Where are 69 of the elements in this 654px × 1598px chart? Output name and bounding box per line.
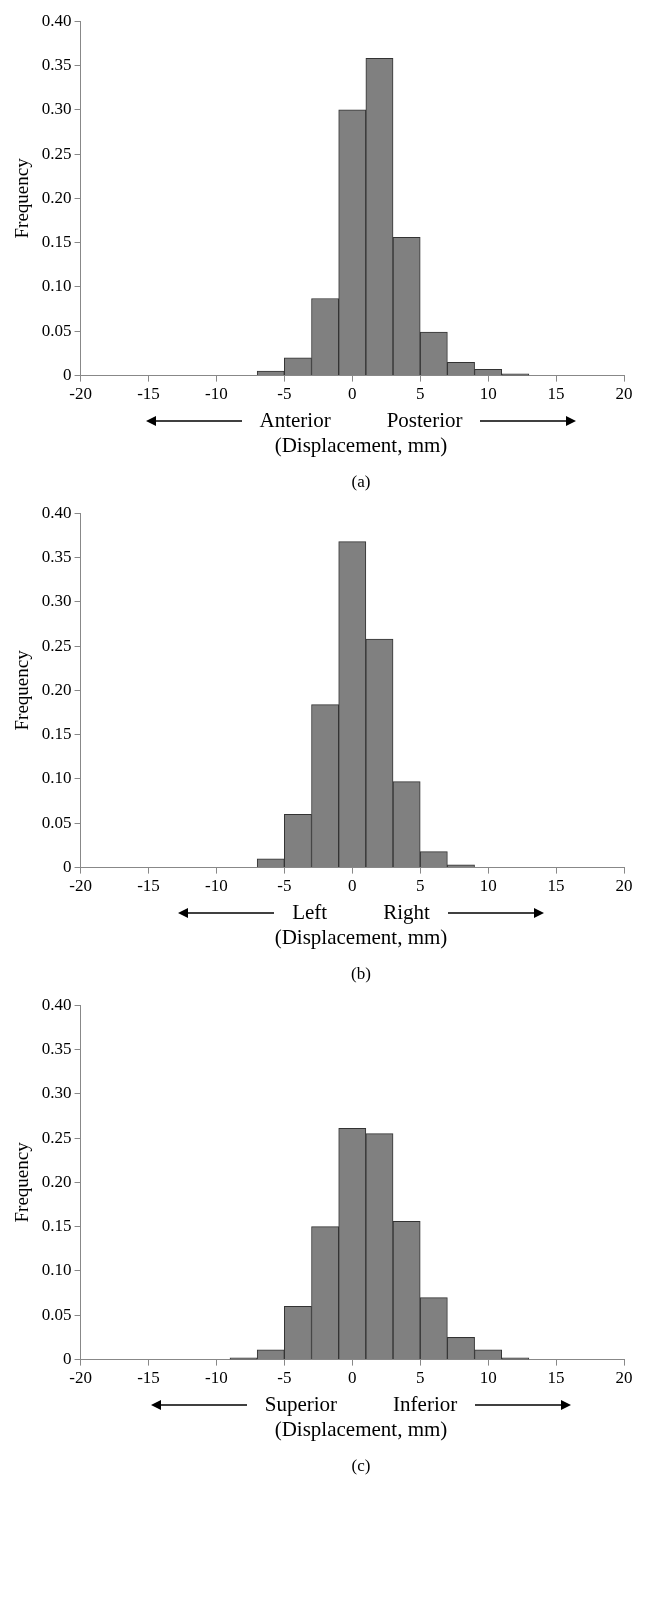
x-tick-label: -10 xyxy=(205,384,228,404)
y-axis-title: Frequency xyxy=(11,1141,33,1223)
text: Right xyxy=(383,900,430,925)
y-tick-label: 0.35 xyxy=(41,1038,72,1058)
y-tick-label: 0.15 xyxy=(41,1216,72,1236)
x-tick-label: 5 xyxy=(415,876,425,896)
x-tick-label: -5 xyxy=(277,384,292,404)
x-tick-label: -15 xyxy=(137,1368,160,1388)
x-tick-label: 5 xyxy=(415,1368,425,1388)
x-tick-label: -15 xyxy=(137,876,160,896)
y-tick-label: 0.05 xyxy=(41,1304,72,1324)
text: (a) xyxy=(350,472,372,492)
y-tick-label: 0.20 xyxy=(41,679,72,699)
y-tick-label: 0.20 xyxy=(41,187,72,207)
x-axis-title: (Displacement, mm) xyxy=(273,925,449,950)
x-tick-label: -20 xyxy=(69,876,92,896)
x-tick-label: -20 xyxy=(69,384,92,404)
x-tick-label: -15 xyxy=(137,384,160,404)
x-tick-label: 15 xyxy=(547,384,565,404)
text: Superior xyxy=(264,1392,338,1417)
y-tick-label: 0 xyxy=(63,365,72,385)
x-tick-label: 10 xyxy=(479,384,497,404)
y-tick-label: 0.40 xyxy=(41,502,72,522)
x-tick-label: -5 xyxy=(277,1368,292,1388)
x-axis-title: (Displacement, mm) xyxy=(273,433,449,458)
y-tick-label: 0.25 xyxy=(41,1127,72,1147)
x-tick-label: 20 xyxy=(615,876,633,896)
y-tick-label: 0.05 xyxy=(41,320,72,340)
x-tick-label: -20 xyxy=(69,1368,92,1388)
y-tick-label: 0.30 xyxy=(41,1083,72,1103)
y-tick-label: 0.40 xyxy=(41,994,72,1014)
x-tick-label: 20 xyxy=(615,384,633,404)
x-tick-label: 15 xyxy=(547,1368,565,1388)
x-tick-label: -10 xyxy=(205,1368,228,1388)
y-tick-label: 0.15 xyxy=(41,232,72,252)
x-tick-label: 10 xyxy=(479,876,497,896)
text: Posterior xyxy=(386,408,463,433)
y-axis-title: Frequency xyxy=(11,157,33,239)
x-tick-label: 15 xyxy=(547,876,565,896)
y-tick-label: 0 xyxy=(63,1349,72,1369)
y-tick-label: 0 xyxy=(63,857,72,877)
x-tick-label: 10 xyxy=(479,1368,497,1388)
y-tick-label: 0.20 xyxy=(41,1171,72,1191)
text: Inferior xyxy=(393,1392,458,1417)
y-tick-label: 0.35 xyxy=(41,546,72,566)
y-tick-label: 0.30 xyxy=(41,591,72,611)
y-tick-label: 0.10 xyxy=(41,1260,72,1280)
x-tick-label: -10 xyxy=(205,876,228,896)
y-tick-label: 0.10 xyxy=(41,768,72,788)
y-tick-label: 0.35 xyxy=(41,54,72,74)
y-tick-label: 0.25 xyxy=(41,635,72,655)
y-tick-label: 0.25 xyxy=(41,143,72,163)
y-axis-title: Frequency xyxy=(11,649,33,731)
text: (b) xyxy=(350,964,372,984)
y-tick-label: 0.05 xyxy=(41,812,72,832)
text: (c) xyxy=(350,1456,372,1476)
x-tick-label: 0 xyxy=(348,384,357,404)
x-tick-label: 0 xyxy=(348,1368,357,1388)
x-tick-label: -5 xyxy=(277,876,292,896)
text: Anterior xyxy=(259,408,331,433)
x-axis-title: (Displacement, mm) xyxy=(273,1417,449,1442)
y-tick-label: 0.10 xyxy=(41,276,72,296)
x-tick-label: 0 xyxy=(348,876,357,896)
x-tick-label: 5 xyxy=(415,384,425,404)
y-tick-label: 0.15 xyxy=(41,724,72,744)
y-tick-label: 0.40 xyxy=(41,10,72,30)
text: Left xyxy=(292,900,328,925)
y-tick-label: 0.30 xyxy=(41,99,72,119)
x-tick-label: 20 xyxy=(615,1368,633,1388)
